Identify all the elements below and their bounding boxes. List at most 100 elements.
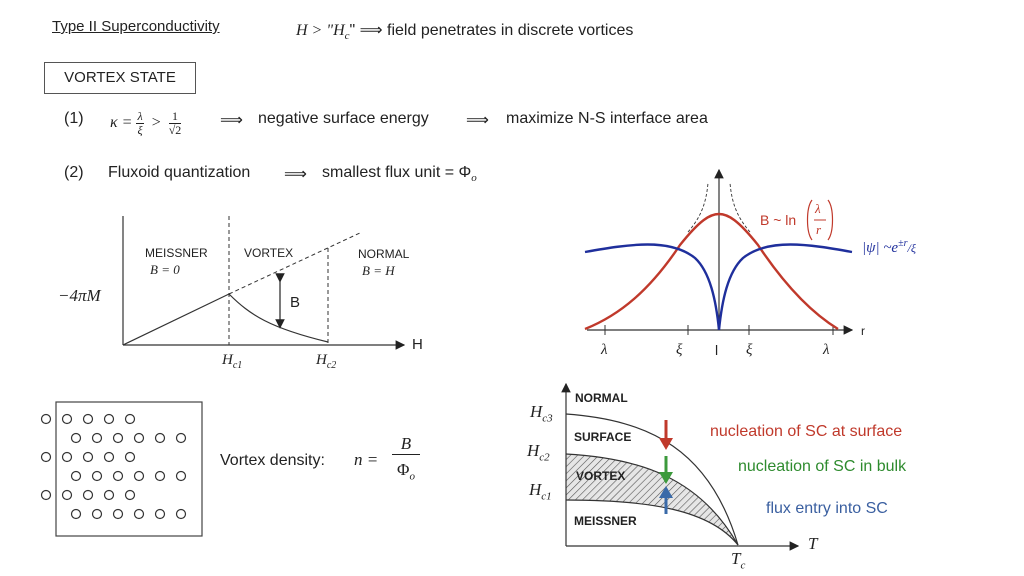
legend-flux-entry: flux entry into SC bbox=[766, 500, 888, 517]
psi-text: |ψ| ~e bbox=[862, 240, 899, 256]
legend-surface-nucleation: nucleation of SC at surface bbox=[710, 423, 903, 440]
vortex-circle bbox=[154, 470, 166, 482]
normal-dashed-line bbox=[228, 231, 363, 295]
phase-meissner-label: MEISSNER bbox=[574, 514, 637, 528]
meissner-line bbox=[122, 293, 230, 346]
red-arrow-head bbox=[659, 438, 673, 450]
vortex-circle bbox=[70, 432, 82, 444]
vortex-hatched-region bbox=[566, 454, 738, 545]
field-penetration-statement: H > "Hc" ⟹ field penetrates in discrete … bbox=[296, 20, 633, 42]
vortex-circle bbox=[103, 451, 115, 463]
one-over-sqrt2: 1 √2 bbox=[168, 110, 182, 137]
smallest-flux-unit: smallest flux unit = Φo bbox=[322, 164, 477, 184]
vortex-circle bbox=[82, 413, 94, 425]
lattice-circles bbox=[40, 413, 187, 520]
point2-number: (2) bbox=[64, 164, 84, 181]
vortex-state-box: VORTEX STATE bbox=[44, 62, 196, 94]
phase-t-label: T bbox=[808, 534, 818, 553]
vortex-circle bbox=[61, 451, 73, 463]
vortex-circle bbox=[124, 413, 136, 425]
psi-curve-left bbox=[584, 243, 721, 331]
phase-hc3-sub: c3 bbox=[542, 412, 553, 425]
meissner-eq: B = 0 bbox=[150, 262, 180, 277]
vortex-circle bbox=[61, 413, 73, 425]
vortex-circle bbox=[61, 489, 73, 501]
lambda-num: λ bbox=[136, 109, 144, 124]
vortex-circle bbox=[154, 432, 166, 444]
vortex-circle bbox=[124, 451, 136, 463]
vortex-circle bbox=[70, 508, 82, 520]
vortex-profile-plot bbox=[584, 168, 854, 335]
page-title: Type II Superconductivity bbox=[52, 18, 220, 35]
vortex-circle bbox=[133, 470, 145, 482]
phase-hc3-h: H bbox=[530, 402, 543, 421]
hc3-curve bbox=[565, 413, 739, 546]
condition-sub: c bbox=[344, 30, 350, 43]
vortex-curve bbox=[228, 293, 329, 343]
log-divergence-left bbox=[687, 182, 709, 233]
vortex-lattice bbox=[40, 401, 203, 537]
normal-label: NORMAL bbox=[358, 247, 410, 261]
vortex-circle bbox=[124, 489, 136, 501]
b-ln-frac-den: r bbox=[816, 222, 822, 237]
vortex-circle bbox=[112, 432, 124, 444]
phase-hc2-h: H bbox=[527, 441, 540, 460]
negative-surface-energy: negative surface energy bbox=[258, 110, 429, 127]
flux-unit-sub: o bbox=[471, 172, 477, 185]
vortex-circle bbox=[133, 432, 145, 444]
hc2-tick-h: H bbox=[316, 352, 327, 368]
tick-label-lambda-left: λ bbox=[601, 342, 608, 358]
density-frac-den: Φo bbox=[392, 460, 420, 482]
hc2-tick-sub: c2 bbox=[326, 360, 337, 371]
arrow-3: ⟹ bbox=[284, 166, 307, 183]
fluxoid-quantization: Fluxoid quantization bbox=[108, 164, 251, 181]
vortex-label: VORTEX bbox=[244, 246, 294, 260]
xi-den: ξ bbox=[137, 123, 143, 137]
n-eq: n = bbox=[354, 450, 379, 469]
flux-unit-text: smallest flux unit = Φ bbox=[322, 164, 472, 181]
vortex-circle bbox=[91, 508, 103, 520]
log-divergence-right bbox=[729, 182, 751, 233]
vortex-circle bbox=[40, 413, 52, 425]
r-axis-label: r bbox=[861, 324, 865, 338]
arrow-2: ⟹ bbox=[466, 112, 489, 129]
condition-rhs: " ⟹ field penetrates in discrete vortice… bbox=[349, 22, 634, 39]
phase-hc3: Hc3 bbox=[530, 402, 553, 424]
phase-hc1-h: H bbox=[529, 480, 542, 499]
hc2-tick: Hc2 bbox=[316, 352, 336, 371]
phase-tc-t: T bbox=[731, 549, 741, 568]
tick-label-xi-right: ξ bbox=[746, 342, 753, 358]
psi-label: |ψ| ~e±r/ξ bbox=[862, 238, 916, 257]
meissner-label: MEISSNER bbox=[145, 246, 208, 260]
phase-hc2-sub: c2 bbox=[539, 451, 550, 464]
mag-xlabel: H bbox=[412, 336, 423, 353]
mag-ylabel: −4πM bbox=[58, 286, 101, 305]
density-frac-num: B bbox=[392, 434, 420, 455]
green-arrow-head bbox=[659, 472, 673, 484]
vortex-circle bbox=[112, 508, 124, 520]
b-ln-frac-num: λ bbox=[815, 201, 821, 216]
b-label-paren-right bbox=[827, 199, 834, 241]
phase-hc1: Hc1 bbox=[529, 480, 552, 502]
vortex-circle bbox=[103, 489, 115, 501]
b-field-curve bbox=[584, 212, 839, 331]
phase-normal-label: NORMAL bbox=[575, 391, 628, 405]
psi-curve-right bbox=[717, 243, 853, 331]
vortex-circle bbox=[40, 489, 52, 501]
phase-vortex-label: VORTEX bbox=[576, 469, 626, 483]
one-num: 1 bbox=[168, 110, 182, 124]
psi-exp: ±r bbox=[898, 238, 908, 249]
vortex-circle bbox=[175, 432, 187, 444]
vortex-density-label: Vortex density: bbox=[220, 452, 325, 469]
gt-sign: > bbox=[151, 114, 161, 132]
vortex-circle bbox=[91, 432, 103, 444]
normal-eq: B = H bbox=[362, 263, 395, 278]
psi-div: /ξ bbox=[907, 241, 916, 255]
tick-label-center: l bbox=[715, 342, 719, 358]
hc1-tick-h: H bbox=[222, 352, 233, 368]
phase-tc-sub: c bbox=[740, 559, 746, 572]
vortex-circle bbox=[154, 508, 166, 520]
